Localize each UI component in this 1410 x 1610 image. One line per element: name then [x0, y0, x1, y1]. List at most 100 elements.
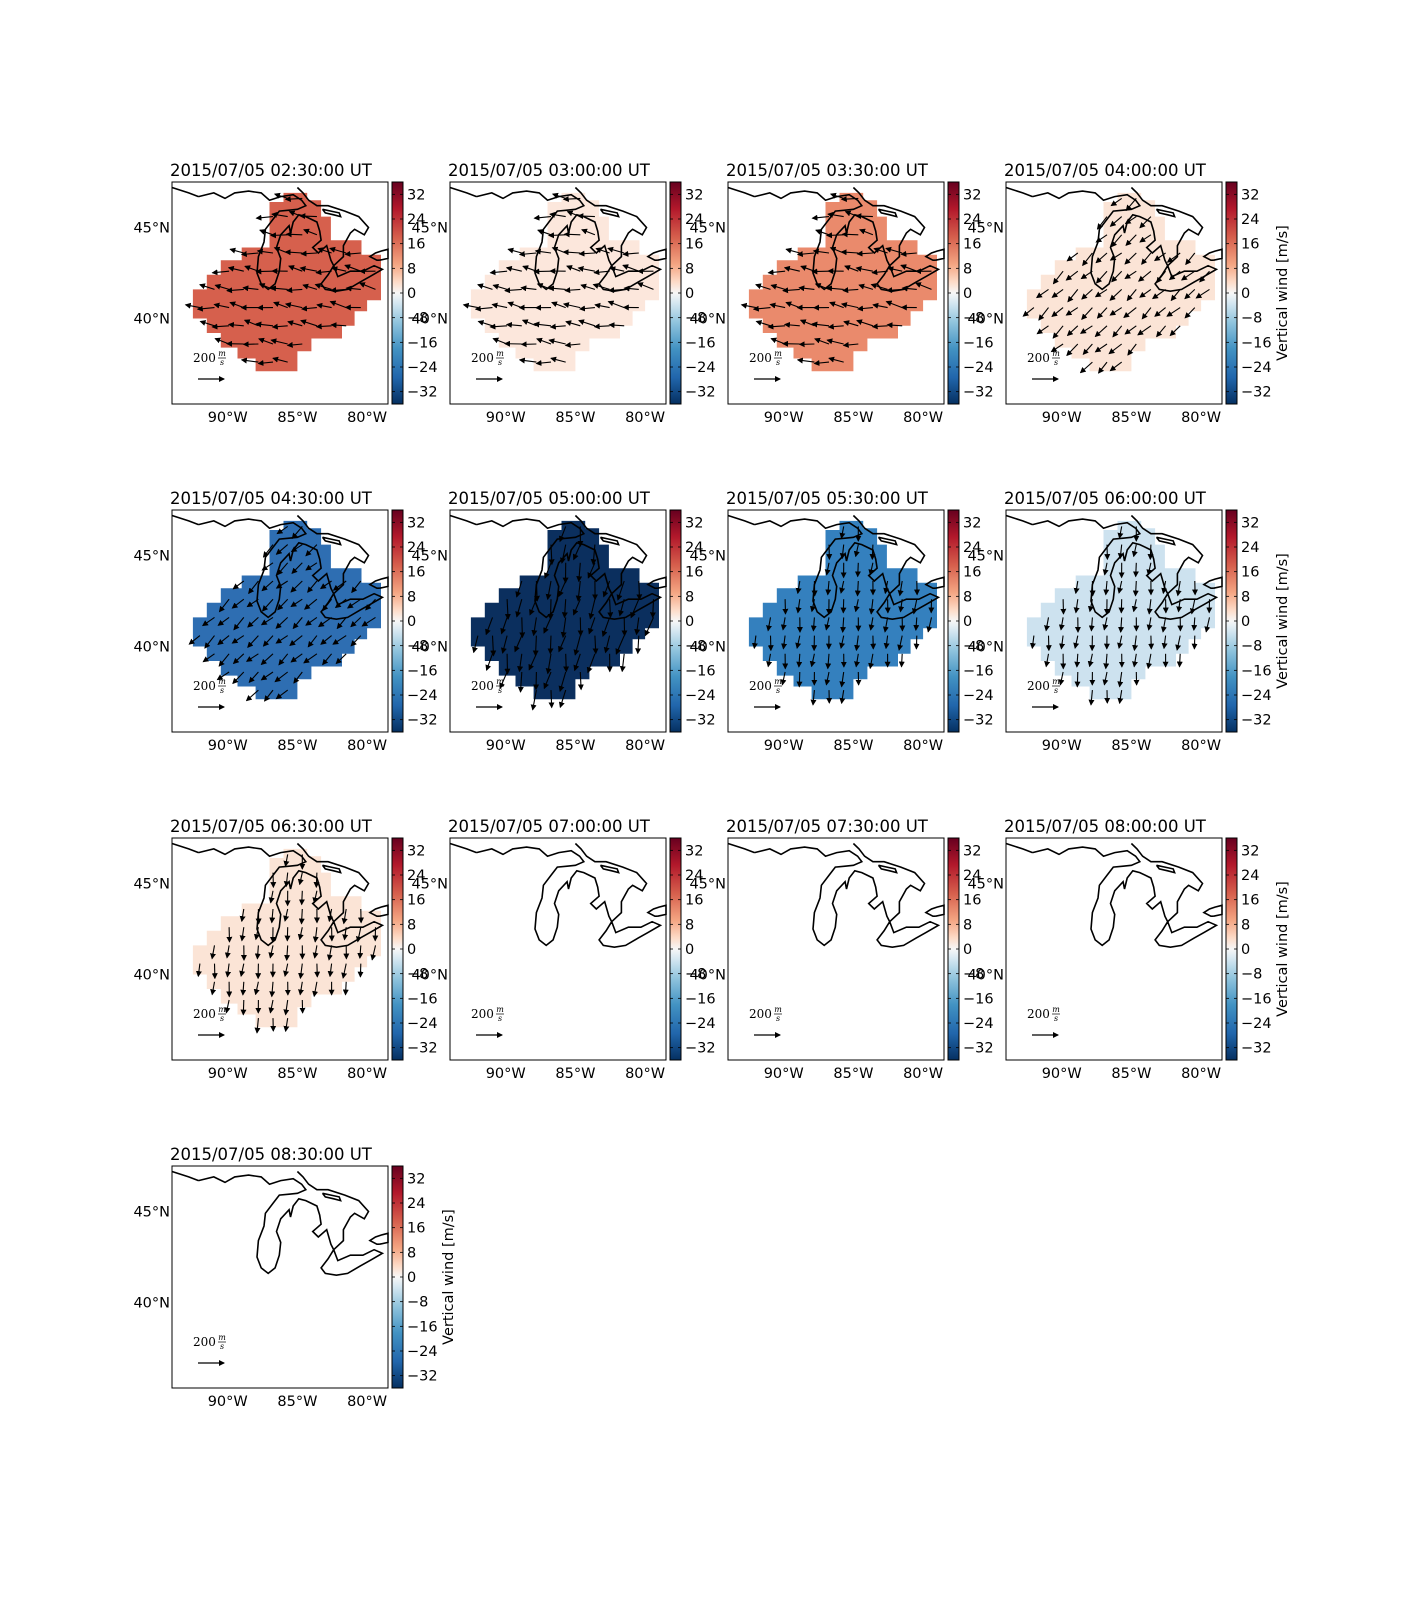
- wind-vector: [345, 285, 361, 292]
- wind-vector: [355, 927, 362, 943]
- colorbar-tick-label: 24: [685, 212, 703, 228]
- wind-vector: [1117, 690, 1124, 705]
- colorbar-tick-label: 24: [963, 540, 981, 556]
- colorbar-tick-label: 16: [1241, 893, 1259, 909]
- colorbar-tick-label: −16: [963, 991, 994, 1007]
- wind-vector: [548, 544, 555, 566]
- wind-vector: [811, 321, 830, 328]
- wind-vector: [577, 266, 596, 272]
- wind-vector: [796, 251, 815, 258]
- wind-vector: [813, 360, 830, 367]
- wind-vector: [305, 616, 318, 626]
- colorbar-tick-label: −16: [1241, 991, 1272, 1007]
- wind-vector: [868, 617, 875, 631]
- colorbar-tick-label: −8: [407, 1295, 428, 1311]
- wind-vector: [824, 671, 831, 686]
- wind-vector: [885, 300, 903, 309]
- wind-vector: [1095, 270, 1108, 284]
- quiver-key: 200 ms: [1027, 1005, 1060, 1038]
- wind-vector: [1137, 325, 1152, 336]
- wind-vector: [885, 246, 903, 254]
- wind-vector: [313, 872, 320, 889]
- wind-vector: [1109, 216, 1123, 227]
- wind-vector: [335, 653, 347, 665]
- wind-vector: [1117, 526, 1124, 539]
- wind-vector: [330, 322, 347, 329]
- wind-vector: [500, 635, 508, 654]
- wind-vector: [254, 1018, 261, 1034]
- wind-vector: [201, 616, 215, 627]
- wind-vector: [1195, 288, 1210, 299]
- colorbar-tick-label: −8: [685, 639, 706, 655]
- colorbar-tick-label: 16: [407, 893, 425, 909]
- wind-vector: [558, 580, 567, 598]
- wind-vector: [545, 580, 552, 601]
- vertical-wind-field: [192, 520, 381, 700]
- wind-vector: [913, 617, 920, 631]
- x-tick-label: 80°W: [903, 410, 943, 426]
- coastline: [476, 514, 663, 621]
- map-panel: 2015/07/05 03:00:00 UT 200 ms 90°W 85°W 80°W…: [411, 161, 715, 426]
- wind-vector: [275, 616, 289, 629]
- wind-vector: [1124, 270, 1137, 280]
- wind-vector: [795, 635, 802, 649]
- wind-vector: [588, 599, 596, 620]
- wind-vector: [275, 580, 288, 589]
- wind-vector: [271, 323, 288, 330]
- colorbar-tick-label: −16: [1241, 335, 1272, 351]
- wind-vector: [1139, 216, 1152, 229]
- wind-vector: [1184, 288, 1196, 300]
- wind-vector: [231, 598, 245, 609]
- colorbar-tick-label: 8: [407, 261, 416, 277]
- wind-vector: [870, 283, 888, 290]
- wind-vector: [1199, 270, 1210, 283]
- coastline: [171, 842, 199, 854]
- wind-vector: [350, 635, 362, 647]
- x-tick-label: 90°W: [486, 738, 526, 754]
- wind-vector: [623, 285, 639, 292]
- wind-vector: [853, 599, 860, 613]
- quiver-key-label: 200: [193, 1007, 216, 1021]
- wind-vector: [795, 580, 802, 595]
- wind-vector: [357, 945, 364, 959]
- wind-vector: [563, 653, 570, 673]
- wind-vector: [299, 266, 318, 272]
- wind-vector: [1126, 289, 1137, 302]
- wind-vector: [1081, 288, 1093, 300]
- unit-denominator: s: [220, 1014, 224, 1023]
- wind-vector: [1103, 580, 1110, 596]
- unit-denominator: s: [1054, 1014, 1058, 1023]
- wind-vector: [517, 671, 524, 693]
- wind-vector: [1080, 270, 1093, 280]
- quiver-key-unit: ms: [496, 677, 504, 695]
- wind-vector: [751, 635, 758, 650]
- x-tick-label: 90°W: [1042, 1066, 1082, 1082]
- x-tick-label: 80°W: [625, 738, 665, 754]
- coastline: [198, 514, 385, 621]
- axes-frame: [449, 509, 667, 733]
- wind-vector: [607, 599, 614, 619]
- axes-frame: [171, 837, 389, 1061]
- colorbar: 32 24 16 8 0 −8 −16 −24 −32 Vertical wind [m/s]: [1225, 509, 1291, 733]
- colorbar-tick-label: 32: [963, 843, 981, 859]
- quiver-key: 200 ms: [193, 349, 226, 382]
- wind-vector: [245, 653, 259, 662]
- wind-vector: [755, 283, 771, 290]
- wind-vector: [548, 338, 566, 345]
- colorbar-tick-label: −8: [685, 311, 706, 327]
- wind-vector: [1189, 599, 1196, 615]
- wind-vector: [1074, 671, 1081, 688]
- wind-vector: [854, 562, 861, 578]
- colorbar-tick-label: 16: [1241, 237, 1259, 253]
- wind-vector: [232, 580, 245, 590]
- colorbar-tick-label: 24: [685, 868, 703, 884]
- wind-vector: [518, 357, 537, 364]
- wind-vector: [269, 981, 276, 998]
- wind-vector: [358, 282, 376, 290]
- axes-frame: [727, 837, 945, 1061]
- wind-vector: [767, 323, 786, 330]
- wind-vector: [1166, 252, 1181, 263]
- wind-vector: [872, 302, 888, 309]
- map-panel: 2015/07/05 06:00:00 UT 200 ms 90°W 85°W 80°W…: [967, 489, 1291, 754]
- x-tick-label: 90°W: [486, 1066, 526, 1082]
